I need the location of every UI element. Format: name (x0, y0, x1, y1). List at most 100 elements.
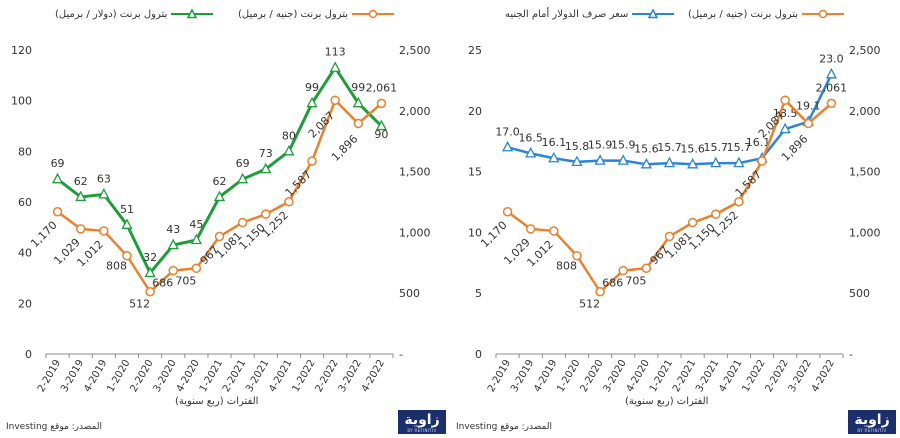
y-left-tick-label: 15 (468, 166, 482, 179)
data-label: 808 (106, 260, 127, 273)
data-point (711, 209, 721, 219)
data-point (710, 156, 722, 168)
data-point (375, 119, 388, 131)
data-label: 15.6 (680, 142, 705, 155)
y-right-tick-label: 2,000 (849, 105, 881, 118)
zawya-logo: زاوية BY REFINITIV (848, 410, 896, 434)
y-right-tick-label: 1,000 (399, 226, 431, 239)
data-point (329, 61, 341, 72)
data-point (663, 156, 676, 168)
legend-item-brent-usd: بترول برنت (دولار / برميل) (55, 8, 214, 20)
x-tick-label: 4-2022 (810, 358, 837, 394)
data-point (122, 250, 132, 261)
data-point (237, 172, 249, 184)
legend-symbol-blue (632, 8, 675, 20)
data-point (237, 217, 248, 228)
data-point (213, 190, 226, 202)
data-point (826, 98, 837, 109)
data-point (548, 151, 560, 163)
data-point (733, 156, 745, 168)
data-label: 2,061 (366, 81, 398, 94)
data-label: 15.7 (657, 141, 682, 154)
data-point (572, 250, 582, 261)
data-point (571, 155, 583, 167)
data-point (641, 263, 652, 274)
logo-text: زاوية (854, 412, 890, 428)
data-point (617, 154, 629, 165)
data-point (549, 226, 559, 236)
data-label: 90 (374, 128, 388, 141)
data-label: 1,896 (779, 132, 810, 163)
data-label: 62 (74, 175, 88, 188)
data-label: 62 (213, 175, 227, 188)
data-point (284, 197, 294, 207)
legend-symbol-orange (802, 8, 845, 20)
y-left-tick-label: 25 (468, 44, 482, 57)
y-left-tick-label: 20 (18, 297, 32, 310)
y-right-tick-label: - (849, 348, 853, 361)
data-point (145, 286, 155, 297)
data-point (144, 266, 156, 278)
y-left-tick-label: 60 (18, 196, 32, 209)
data-point (261, 209, 271, 219)
y-left-tick-label: 0 (475, 348, 482, 361)
legend-symbol-orange (352, 8, 395, 20)
data-label: 15.7 (704, 141, 729, 154)
data-label: 63 (97, 172, 111, 185)
y-left-tick-label: 10 (468, 226, 482, 239)
data-label: 51 (120, 203, 134, 216)
data-point (618, 265, 628, 276)
data-point (687, 217, 698, 228)
data-label: 15.9 (588, 139, 613, 152)
data-label: 19.1 (796, 100, 821, 113)
data-point (779, 122, 791, 134)
logo-subtext: BY REFINITIV (857, 428, 887, 433)
y-right-tick-label: 1,500 (399, 166, 431, 179)
data-point (825, 67, 838, 79)
y-left-tick-label: 100 (11, 95, 32, 108)
data-point (525, 224, 536, 234)
data-label: 99 (305, 81, 319, 94)
data-label: 16.1 (746, 136, 771, 149)
data-label: 43 (166, 223, 180, 236)
y-right-tick-label: 2,000 (399, 105, 431, 118)
data-point (501, 140, 514, 152)
logo-subtext: BY REFINITIV (407, 428, 437, 433)
legend-item-brent-egp: بترول برنت (جنيه / برميل) (688, 8, 845, 20)
data-point (525, 146, 537, 158)
y-left-tick-label: 5 (475, 287, 482, 300)
data-label: 15.6 (634, 142, 659, 155)
y-right-tick-label: 2,500 (849, 44, 881, 57)
data-label: 1,587 (283, 168, 314, 199)
data-label: 2,061 (816, 81, 848, 94)
chart-svg-left: 0 20 40 60 80 100 120 - 500 1,000 1,500 2,000 2,500 2… (11, 44, 431, 394)
data-point (283, 144, 295, 156)
legend-item-brent-egp: بترول برنت (جنيه / برميل) (238, 8, 395, 20)
data-label: 705 (625, 274, 646, 287)
data-point (353, 118, 364, 129)
data-label: 80 (282, 129, 296, 142)
y-left-tick-label: 0 (25, 348, 32, 361)
data-point (168, 265, 178, 276)
y-left-tick-label: 120 (11, 44, 32, 57)
zawya-logo: زاوية BY REFINITIV (398, 410, 446, 434)
legend-label: سعر صرف الدولار أمام الجنيه (505, 8, 629, 20)
y-right-tick-label: 1,000 (849, 226, 881, 239)
y-right-tick-label: - (399, 348, 403, 361)
data-point (214, 231, 225, 242)
data-label: 73 (259, 147, 273, 160)
data-point (260, 162, 272, 174)
data-point (640, 157, 652, 169)
data-point (502, 206, 513, 217)
chart-svg-right: 0510152025-5001,0001,5002,0002,5002-2019… (468, 44, 881, 394)
source-note: المصدر: موقع Investing (6, 422, 102, 432)
data-label: 808 (556, 260, 577, 273)
data-point (121, 218, 133, 229)
chart-panel-fx-brent-egp: بترول برنت (جنيه / برميل) سعر صرف الدولا… (450, 0, 900, 438)
x-tick-label: 4-2022 (360, 358, 387, 394)
data-label: 99 (351, 81, 365, 94)
chart-panel-brent-usd-egp: بترول برنت (جنيه / برميل) بترول برنت (دو… (6, 8, 446, 434)
y-right-tick-label: 2,500 (399, 44, 431, 57)
data-label: 15.9 (611, 139, 636, 152)
data-point (734, 197, 744, 207)
